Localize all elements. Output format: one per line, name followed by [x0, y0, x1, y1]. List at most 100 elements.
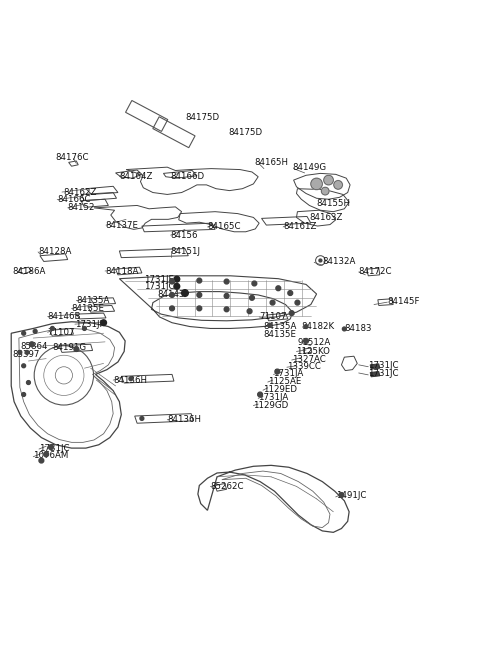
- Text: 84176C: 84176C: [56, 153, 89, 162]
- Circle shape: [289, 310, 294, 316]
- Text: 1491JC: 1491JC: [336, 491, 366, 500]
- Circle shape: [224, 307, 229, 312]
- Circle shape: [169, 293, 174, 297]
- Text: 84145F: 84145F: [387, 297, 420, 306]
- Text: 84151J: 84151J: [170, 248, 201, 256]
- Circle shape: [258, 392, 263, 397]
- Circle shape: [29, 342, 34, 346]
- Text: 1731JA: 1731JA: [273, 369, 303, 379]
- Text: 83397: 83397: [12, 350, 40, 360]
- Text: 84163Z: 84163Z: [310, 213, 343, 222]
- Text: 84186A: 84186A: [12, 267, 46, 276]
- Text: 84166C: 84166C: [57, 195, 91, 204]
- Circle shape: [101, 320, 107, 326]
- Circle shape: [22, 331, 25, 335]
- Text: 84118A: 84118A: [105, 267, 138, 276]
- Text: 84162Z: 84162Z: [63, 187, 96, 196]
- Circle shape: [250, 295, 254, 300]
- Text: 1129ED: 1129ED: [263, 385, 297, 394]
- Circle shape: [311, 178, 323, 190]
- Text: 1129GD: 1129GD: [253, 401, 288, 410]
- Text: 1731JC: 1731JC: [368, 362, 399, 370]
- Circle shape: [304, 325, 308, 328]
- Circle shape: [26, 381, 30, 384]
- Text: 84165H: 84165H: [254, 158, 288, 167]
- Text: 84152: 84152: [68, 203, 95, 212]
- Circle shape: [252, 281, 257, 286]
- Circle shape: [74, 346, 79, 352]
- Circle shape: [270, 300, 275, 305]
- Polygon shape: [370, 364, 380, 369]
- Text: 1731JC: 1731JC: [144, 282, 175, 291]
- Circle shape: [169, 279, 174, 284]
- Text: 84143: 84143: [157, 290, 185, 299]
- Circle shape: [275, 369, 280, 374]
- Text: 84128A: 84128A: [38, 248, 72, 256]
- Circle shape: [48, 445, 53, 449]
- Text: 1125AE: 1125AE: [268, 377, 301, 386]
- Text: 84182K: 84182K: [301, 322, 335, 331]
- Text: 84135A: 84135A: [76, 296, 110, 305]
- Text: 1731JA: 1731JA: [258, 394, 288, 402]
- Text: 1731JC: 1731JC: [368, 369, 399, 379]
- Circle shape: [247, 309, 252, 314]
- Circle shape: [295, 300, 300, 305]
- Text: 84155H: 84155H: [317, 198, 350, 208]
- Text: 1731JF: 1731JF: [75, 320, 104, 329]
- Circle shape: [25, 350, 29, 354]
- Text: 84175D: 84175D: [228, 128, 262, 137]
- Text: 84191G: 84191G: [52, 343, 86, 352]
- Circle shape: [224, 293, 229, 298]
- Circle shape: [140, 417, 144, 421]
- Text: 85262C: 85262C: [210, 482, 244, 491]
- Circle shape: [268, 323, 272, 327]
- Circle shape: [304, 339, 309, 343]
- Circle shape: [276, 286, 281, 291]
- Text: 84183: 84183: [344, 324, 372, 333]
- Text: 84165C: 84165C: [207, 223, 241, 231]
- Text: 84175D: 84175D: [185, 113, 219, 122]
- Circle shape: [288, 291, 293, 295]
- Text: 84164Z: 84164Z: [120, 172, 153, 181]
- Circle shape: [44, 452, 48, 457]
- Text: 1125KO: 1125KO: [297, 347, 330, 356]
- Circle shape: [50, 327, 54, 330]
- Text: 84146B: 84146B: [48, 312, 81, 321]
- Text: 84161Z: 84161Z: [283, 223, 316, 231]
- Circle shape: [197, 293, 202, 297]
- Text: 84172C: 84172C: [359, 267, 392, 276]
- Text: 84135E: 84135E: [72, 304, 105, 313]
- Text: 71107: 71107: [259, 312, 287, 322]
- Text: 1731JE: 1731JE: [144, 275, 174, 284]
- Circle shape: [322, 187, 329, 195]
- Polygon shape: [370, 371, 380, 377]
- Text: 84132A: 84132A: [323, 257, 356, 267]
- Circle shape: [174, 284, 180, 290]
- Circle shape: [197, 306, 202, 310]
- Circle shape: [319, 259, 322, 262]
- Text: 84166D: 84166D: [170, 172, 205, 181]
- Circle shape: [224, 279, 229, 284]
- Text: 84135E: 84135E: [263, 330, 296, 339]
- Circle shape: [181, 290, 188, 297]
- Circle shape: [169, 306, 174, 310]
- Text: 1327AC: 1327AC: [292, 355, 325, 364]
- Circle shape: [18, 350, 22, 354]
- Text: 85864: 85864: [21, 342, 48, 351]
- Circle shape: [129, 377, 133, 381]
- Text: 91512A: 91512A: [298, 339, 331, 347]
- Circle shape: [342, 327, 346, 331]
- Text: 84136H: 84136H: [167, 415, 201, 424]
- Circle shape: [39, 458, 44, 463]
- Circle shape: [197, 278, 202, 283]
- Circle shape: [334, 181, 342, 189]
- Circle shape: [339, 493, 344, 497]
- Circle shape: [33, 329, 37, 333]
- Circle shape: [83, 327, 86, 330]
- Circle shape: [174, 276, 180, 282]
- Text: 1731JC: 1731JC: [39, 443, 70, 453]
- Circle shape: [22, 364, 25, 367]
- Text: 1076AM: 1076AM: [33, 451, 69, 460]
- Text: 84137E: 84137E: [105, 221, 138, 229]
- Circle shape: [22, 392, 25, 396]
